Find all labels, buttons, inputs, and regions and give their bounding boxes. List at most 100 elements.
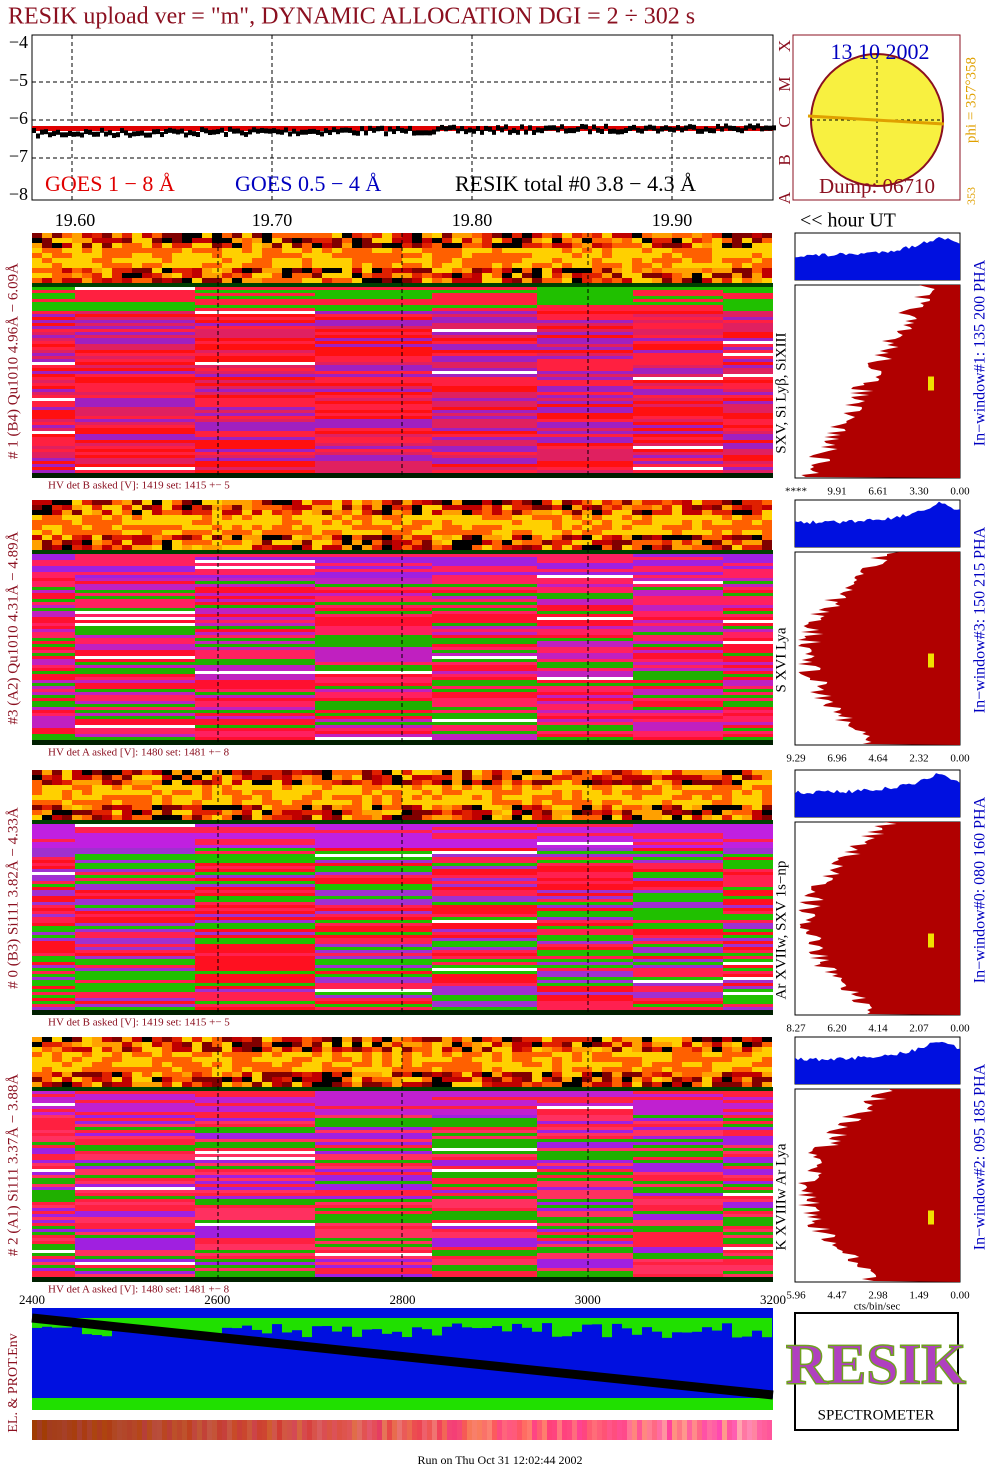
strip-cell (502, 805, 512, 810)
spec-cell (315, 464, 432, 467)
strip-cell (122, 1047, 132, 1052)
strip-cell (692, 1077, 702, 1082)
strip-cell (202, 535, 212, 540)
hist-tick: **** (785, 486, 807, 498)
strip-cell (32, 1077, 42, 1082)
strip-cell (392, 1082, 402, 1087)
strip-cell (222, 248, 232, 253)
strip-cell (512, 790, 522, 795)
resik-total (312, 128, 316, 134)
strip-cell (32, 1047, 42, 1052)
strip-cell (302, 525, 312, 530)
strip-cell (382, 510, 392, 515)
spec-cell (315, 428, 432, 431)
strip-cell (752, 273, 762, 278)
spec-cell (195, 941, 315, 944)
strip-cell (752, 1067, 762, 1072)
strip-cell (672, 1042, 682, 1047)
strip-cell (462, 810, 472, 815)
spec-cell (633, 674, 723, 677)
spec-cell (537, 593, 633, 596)
spec-cell (537, 1148, 633, 1151)
strip-cell (352, 1042, 362, 1047)
strip-cell (262, 258, 272, 263)
spec-cell (432, 1187, 537, 1190)
spec-cell (537, 410, 633, 413)
strip-cell (292, 1052, 302, 1057)
strip-cell (672, 273, 682, 278)
strip-cell (182, 268, 192, 273)
strip-cell (742, 500, 752, 505)
resik-total (376, 126, 380, 132)
resik-total (200, 127, 204, 133)
spec-cell (32, 698, 75, 701)
strip-cell (252, 515, 262, 520)
strip-cell (692, 815, 702, 820)
strip-cell (142, 815, 152, 820)
strip-cell (702, 1062, 712, 1067)
strip-cell (382, 505, 392, 510)
strip-cell (52, 520, 62, 525)
spec-cell (432, 716, 537, 719)
resik-total (440, 124, 444, 130)
strip-cell (522, 535, 532, 540)
strip-cell (642, 795, 652, 800)
strip-cell (322, 233, 332, 238)
strip-cell (272, 1042, 282, 1047)
strip-cell (242, 1067, 252, 1072)
strip-cell (752, 780, 762, 785)
strip-cell (592, 510, 602, 515)
strip-cell (442, 515, 452, 520)
strip-cell (592, 1042, 602, 1047)
strip-cell (602, 805, 612, 810)
strip-cell (172, 805, 182, 810)
strip-cell (762, 770, 772, 775)
spec-cell (195, 389, 315, 392)
spec-cell (315, 692, 432, 695)
strip-cell (452, 1077, 462, 1082)
strip-cell (62, 805, 72, 810)
strip-cell (392, 510, 402, 515)
strip-cell (72, 238, 82, 243)
spec-cell (723, 635, 773, 638)
spec-cell (723, 722, 773, 725)
resik-total (84, 129, 88, 135)
resik-total (332, 127, 336, 133)
strip-cell (572, 1062, 582, 1067)
spec-cell (195, 935, 315, 938)
spec-cell (723, 947, 773, 950)
strip-cell (472, 233, 482, 238)
strip-cell (302, 1062, 312, 1067)
spec-cell (723, 344, 773, 347)
spec-cell (432, 1091, 537, 1094)
strip-cell (262, 525, 272, 530)
spec-cell (315, 1109, 432, 1112)
spec-cell (723, 713, 773, 716)
strip-cell (52, 253, 62, 258)
spec-cell (537, 923, 633, 926)
strip-cell (472, 1077, 482, 1082)
strip-cell (352, 278, 362, 283)
strip-cell (182, 500, 192, 505)
strip-cell (192, 1062, 202, 1067)
strip-cell (662, 785, 672, 790)
strip-cell (612, 805, 622, 810)
strip-cell (362, 1037, 372, 1042)
strip-cell (702, 805, 712, 810)
spec-cell (32, 617, 75, 620)
strip-cell (532, 1047, 542, 1052)
strip-cell (352, 525, 362, 530)
hist-tick: 0.00 (950, 753, 970, 765)
spec-cell (432, 449, 537, 452)
strip-cell (532, 770, 542, 775)
strip-cell (632, 505, 642, 510)
spec-cell (723, 626, 773, 629)
spec-cell (195, 374, 315, 377)
spec-cell (315, 593, 432, 596)
spec-cell (432, 1166, 537, 1169)
spec-cell (315, 554, 432, 557)
strip-cell (702, 785, 712, 790)
strip-cell (62, 1037, 72, 1042)
strip-cell (662, 815, 672, 820)
spec-cell (723, 383, 773, 386)
